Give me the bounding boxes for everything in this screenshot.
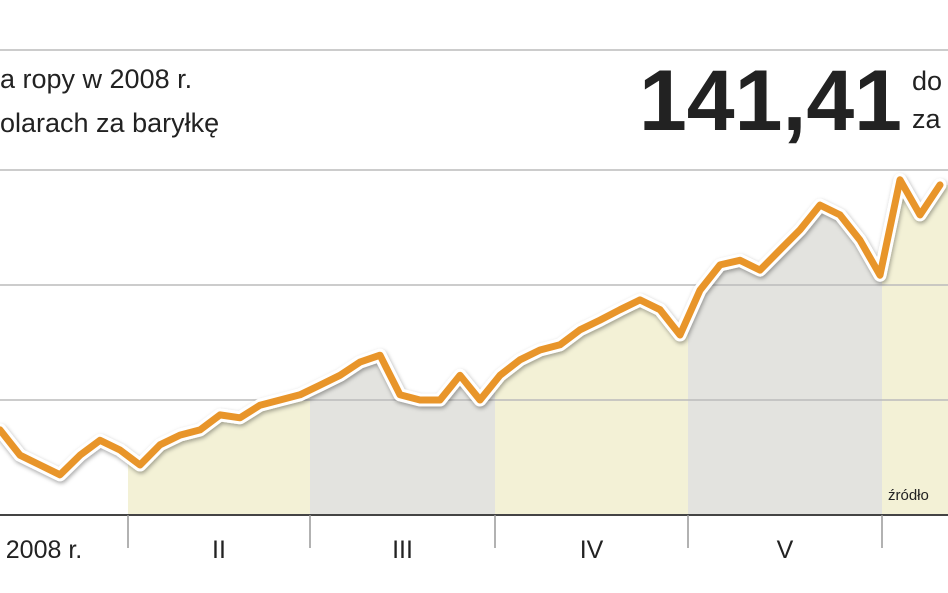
x-tick-label: IV — [580, 536, 604, 564]
source-note: źródło — [888, 487, 929, 504]
chart-title: a ropy w 2008 r. — [0, 64, 192, 94]
x-tick-label: V — [777, 536, 794, 564]
chart-subtitle: olarach za baryłkę — [0, 108, 219, 138]
x-tick-label: II — [212, 536, 226, 564]
x-tick-label: III — [392, 536, 413, 564]
grid — [0, 169, 948, 516]
series — [0, 173, 947, 482]
annotation-unit: za — [912, 104, 942, 134]
above-line-mask — [0, 0, 948, 475]
annotation-value: 141,41 — [639, 53, 902, 149]
annotation-unit: do — [912, 66, 942, 96]
x-tick-label: 2008 r. — [6, 536, 82, 564]
series-line — [0, 176, 944, 479]
